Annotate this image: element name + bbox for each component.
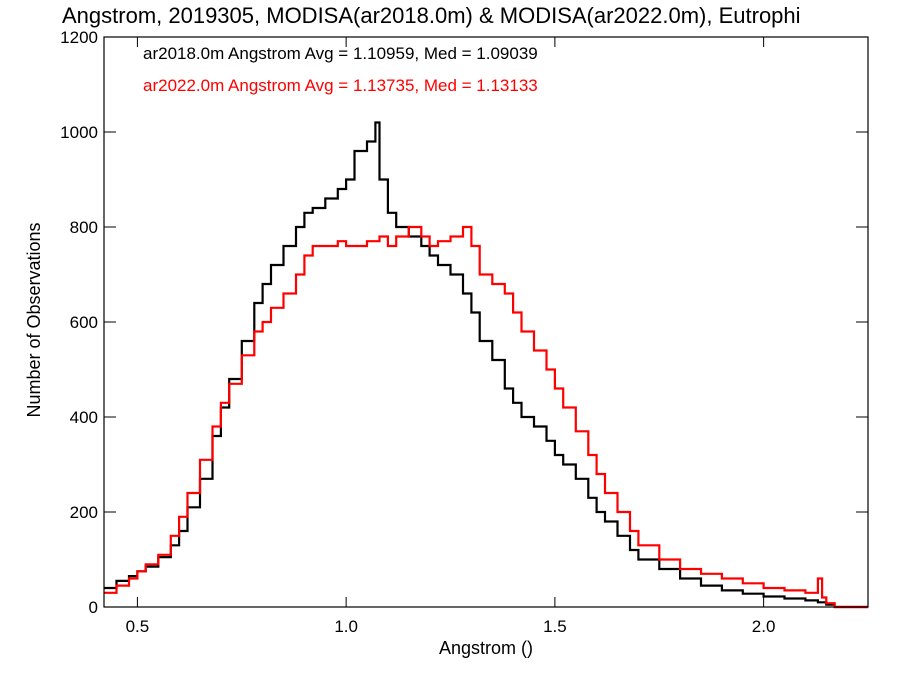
x-axis-ticks: 0.5 1.0 1.5 2.0 <box>126 37 776 636</box>
series-line-ar2018-0m <box>104 121 868 609</box>
x-axis-label: Angstrom () <box>439 638 533 658</box>
y-tick-label-3: 600 <box>70 313 98 332</box>
y-axis-ticks: 0 200 400 600 800 1000 1200 <box>60 28 868 617</box>
y-tick-label-4: 800 <box>70 218 98 237</box>
y-tick-label-2: 400 <box>70 408 98 427</box>
series-line-ar2022-0m <box>104 225 868 609</box>
stats-ar2018-label: ar2018.0m Angstrom Avg = 1.10959, Med = … <box>143 44 538 63</box>
x-tick-label-0: 0.5 <box>126 617 150 636</box>
y-tick-label-5: 1000 <box>60 123 98 142</box>
y-tick-label-6: 1200 <box>60 28 98 47</box>
stats-ar2022-label: ar2022.0m Angstrom Avg = 1.13735, Med = … <box>143 76 538 95</box>
plot-frame <box>103 36 869 608</box>
series-lines <box>104 121 868 609</box>
chart-title: Angstrom, 2019305, MODISA(ar2018.0m) & M… <box>62 3 801 28</box>
y-tick-label-0: 0 <box>89 598 98 617</box>
x-tick-label-1: 1.0 <box>334 617 358 636</box>
x-tick-label-2: 1.5 <box>543 617 567 636</box>
y-tick-label-1: 200 <box>70 503 98 522</box>
x-tick-label-3: 2.0 <box>752 617 776 636</box>
y-axis-label: Number of Observations <box>24 222 44 417</box>
